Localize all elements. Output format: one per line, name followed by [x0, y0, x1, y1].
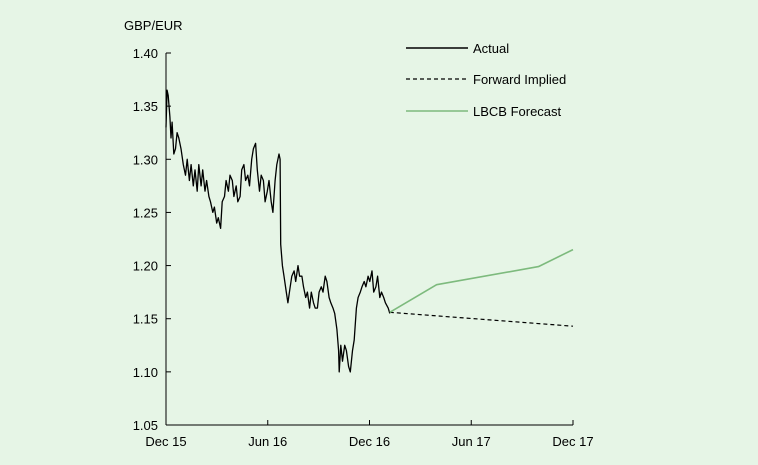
y-axis-ticks: 1.05 1.10 1.15 1.20 1.25 1.30 1.35 1.40 [133, 46, 171, 433]
y-tick-label: 1.20 [133, 259, 158, 274]
y-tick-label: 1.40 [133, 46, 158, 61]
series-line-actual [165, 89, 391, 373]
legend-label-actual: Actual [473, 41, 509, 56]
y-tick-label: 1.10 [133, 365, 158, 380]
y-tick-label: 1.25 [133, 205, 158, 220]
legend: Actual Forward Implied LBCB Forecast [406, 41, 566, 119]
y-tick-label: 1.05 [133, 418, 158, 433]
legend-label-forward: Forward Implied [473, 72, 566, 87]
series-line-lbcb-forecast [389, 248, 574, 313]
y-tick-label: 1.15 [133, 312, 158, 327]
y-tick-label: 1.30 [133, 152, 158, 167]
x-tick-label: Dec 17 [552, 434, 593, 449]
series-layer [165, 89, 574, 373]
x-axis-ticks: Dec 15 Jun 16 Dec 16 Jun 17 Dec 17 [145, 420, 594, 449]
x-tick-label: Jun 17 [452, 434, 491, 449]
x-tick-label: Jun 16 [248, 434, 287, 449]
x-tick-label: Dec 16 [349, 434, 390, 449]
x-tick-label: Dec 15 [145, 434, 186, 449]
series-line-forward-implied [389, 311, 574, 327]
y-axis-title: GBP/EUR [124, 18, 183, 33]
y-tick-label: 1.35 [133, 99, 158, 114]
legend-label-lbcb: LBCB Forecast [473, 104, 562, 119]
